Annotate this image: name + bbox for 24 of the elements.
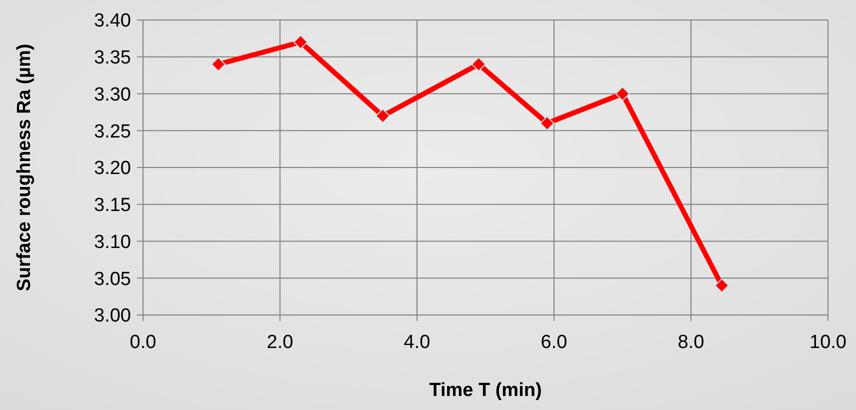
y-tick-label: 3.40 bbox=[94, 10, 131, 32]
y-tick-label: 3.00 bbox=[94, 306, 131, 327]
y-tick-label: 3.05 bbox=[94, 268, 131, 290]
y-tick-label: 3.30 bbox=[94, 84, 131, 106]
x-tick-label: 0.0 bbox=[130, 332, 156, 353]
point bbox=[471, 57, 486, 72]
x-tick-label: 8.0 bbox=[678, 332, 704, 353]
y-tick-label: 3.20 bbox=[94, 158, 131, 180]
x-tick-label: 10.0 bbox=[810, 332, 846, 353]
point bbox=[540, 116, 554, 130]
point bbox=[211, 57, 226, 72]
y-tick-label: 3.35 bbox=[94, 48, 131, 69]
y-tick-label: 3.15 bbox=[94, 195, 131, 216]
x-tick-label: 4.0 bbox=[404, 332, 430, 353]
point bbox=[714, 278, 730, 293]
point bbox=[615, 86, 630, 101]
point bbox=[376, 108, 390, 124]
x-tick-label: 2.0 bbox=[266, 332, 294, 353]
point bbox=[293, 34, 308, 50]
y-tick-label: 3.10 bbox=[94, 232, 131, 253]
y-tick-label: 3.25 bbox=[94, 121, 131, 142]
x-axis-title: Time T (min) bbox=[429, 380, 542, 401]
y-axis-title: Surface roughness Ra (µm) bbox=[14, 44, 35, 292]
x-tick-label: 6.0 bbox=[540, 332, 568, 353]
